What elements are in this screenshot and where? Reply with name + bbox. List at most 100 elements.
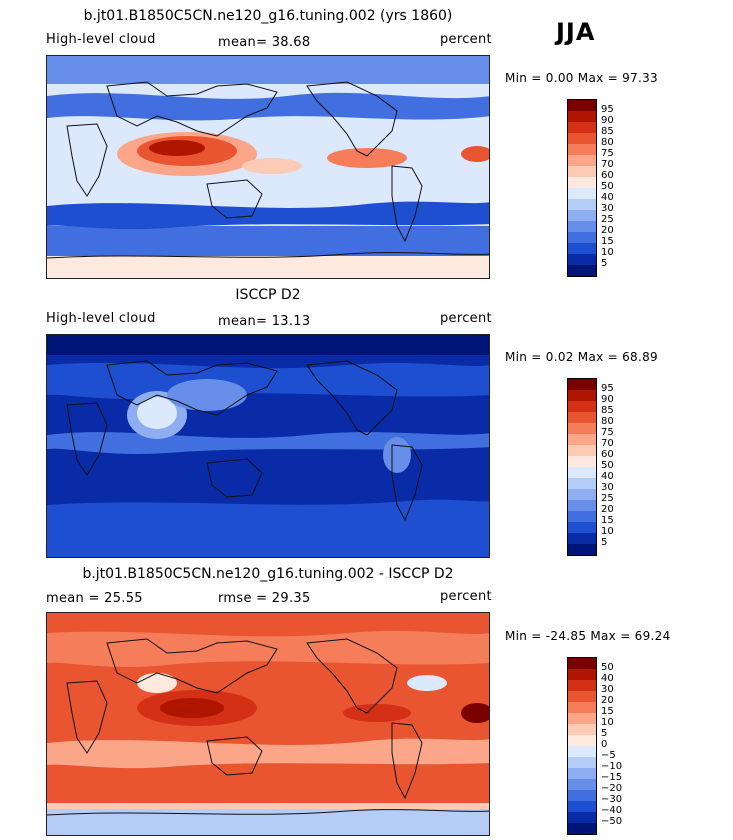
colorbar-swatch	[568, 177, 596, 188]
colorbar-swatch	[568, 757, 596, 768]
colorbar-swatch	[568, 254, 596, 265]
colorbar-swatch	[568, 691, 596, 702]
tick-label: 40	[601, 192, 614, 203]
colorbar-swatch	[568, 779, 596, 790]
tick-label: 25	[601, 493, 614, 504]
colorbar-swatch	[568, 746, 596, 757]
tick-label: 60	[601, 170, 614, 181]
colorbar-swatch	[568, 511, 596, 522]
panel-1-colorbar-ticks: 95 90 85 80 75 70 60 50 40 30 25 20 15 1…	[601, 104, 614, 269]
tick-label: 80	[601, 137, 614, 148]
tick-label: 40	[601, 673, 614, 684]
tick-label: −10	[601, 761, 623, 772]
tick-label: 30	[601, 684, 614, 695]
panel-1-units: percent	[440, 32, 492, 47]
tick-label: 75	[601, 148, 614, 159]
colorbar-swatch	[568, 133, 596, 144]
colorbar-swatch	[568, 544, 596, 555]
tick-label: 50	[601, 181, 614, 192]
tick-label: 20	[601, 504, 614, 515]
colorbar-swatch	[568, 522, 596, 533]
tick-label: 25	[601, 214, 614, 225]
tick-label: 15	[601, 515, 614, 526]
tick-label: 60	[601, 449, 614, 460]
colorbar-swatch	[568, 801, 596, 812]
tick-label: 5	[601, 258, 608, 269]
tick-label: 0	[601, 739, 608, 750]
tick-label: 80	[601, 416, 614, 427]
panel-2-colorbar	[567, 378, 597, 556]
colorbar-swatch	[568, 823, 596, 834]
tick-label: 15	[601, 706, 614, 717]
colorbar-swatch	[568, 412, 596, 423]
panel-2-colorbar-ticks: 95 90 85 80 75 70 60 50 40 30 25 20 15 1…	[601, 383, 614, 548]
colorbar-swatch	[568, 188, 596, 199]
tick-label: 30	[601, 203, 614, 214]
tick-label: 5	[601, 728, 608, 739]
colorbar-swatch	[568, 144, 596, 155]
colorbar-swatch	[568, 210, 596, 221]
tick-label: 20	[601, 695, 614, 706]
colorbar-swatch	[568, 467, 596, 478]
tick-label: −5	[601, 750, 616, 761]
tick-label: 10	[601, 247, 614, 258]
panel-3-map	[46, 612, 490, 836]
tick-label: 70	[601, 159, 614, 170]
tick-label: 90	[601, 115, 614, 126]
colorbar-swatch	[568, 379, 596, 390]
colorbar-swatch	[568, 434, 596, 445]
colorbar-swatch	[568, 155, 596, 166]
colorbar-swatch	[568, 658, 596, 669]
colorbar-swatch	[568, 812, 596, 823]
tick-label: 15	[601, 236, 614, 247]
panel-2-units: percent	[440, 311, 492, 326]
colorbar-swatch	[568, 401, 596, 412]
tick-label: 95	[601, 104, 614, 115]
tick-label: 85	[601, 405, 614, 416]
panel-3-colorbar	[567, 657, 597, 835]
panel-3-minmax: Min = -24.85 Max = 69.24	[505, 629, 671, 643]
colorbar-swatch	[568, 790, 596, 801]
panel-3-title: b.jt01.B1850C5CN.ne120_g16.tuning.002 - …	[82, 566, 454, 582]
tick-label: 95	[601, 383, 614, 394]
tick-label: 10	[601, 717, 614, 728]
panel-2-title: ISCCP D2	[235, 287, 301, 303]
tick-label: 5	[601, 537, 608, 548]
colorbar-swatch	[568, 669, 596, 680]
colorbar-swatch	[568, 166, 596, 177]
colorbar-swatch	[568, 423, 596, 434]
colorbar-swatch	[568, 445, 596, 456]
panel-1-variable-label: High-level cloud	[46, 32, 156, 47]
colorbar-swatch	[568, 122, 596, 133]
panel-3-colorbar-ticks: 50 40 30 20 15 10 5 0 −5 −10 −15 −20 −30…	[601, 662, 622, 827]
colorbar-swatch	[568, 735, 596, 746]
panel-1-colorbar	[567, 99, 597, 277]
tick-label: 85	[601, 126, 614, 137]
tick-label: 40	[601, 471, 614, 482]
panel-3-mean: mean = 25.55	[46, 591, 143, 606]
colorbar-swatch	[568, 390, 596, 401]
panel-1-minmax: Min = 0.00 Max = 97.33	[505, 71, 658, 85]
panel-1-map	[46, 55, 490, 279]
colorbar-swatch	[568, 232, 596, 243]
tick-label: −15	[601, 772, 623, 783]
colorbar-swatch	[568, 500, 596, 511]
colorbar-swatch	[568, 702, 596, 713]
tick-label: 20	[601, 225, 614, 236]
season-label: JJA	[556, 18, 596, 46]
tick-label: 30	[601, 482, 614, 493]
tick-label: −40	[601, 805, 623, 816]
tick-label: −20	[601, 783, 623, 794]
panel-2-minmax: Min = 0.02 Max = 68.89	[505, 350, 658, 364]
colorbar-swatch	[568, 100, 596, 111]
colorbar-swatch	[568, 768, 596, 779]
tick-label: 50	[601, 662, 614, 673]
panel-1-title: b.jt01.B1850C5CN.ne120_g16.tuning.002 (y…	[83, 8, 453, 24]
tick-label: 90	[601, 394, 614, 405]
panel-2-mean: mean= 13.13	[218, 314, 311, 329]
panel-3-rmse: rmse = 29.35	[218, 591, 311, 606]
tick-label: 70	[601, 438, 614, 449]
colorbar-swatch	[568, 265, 596, 276]
colorbar-swatch	[568, 456, 596, 467]
colorbar-swatch	[568, 111, 596, 122]
